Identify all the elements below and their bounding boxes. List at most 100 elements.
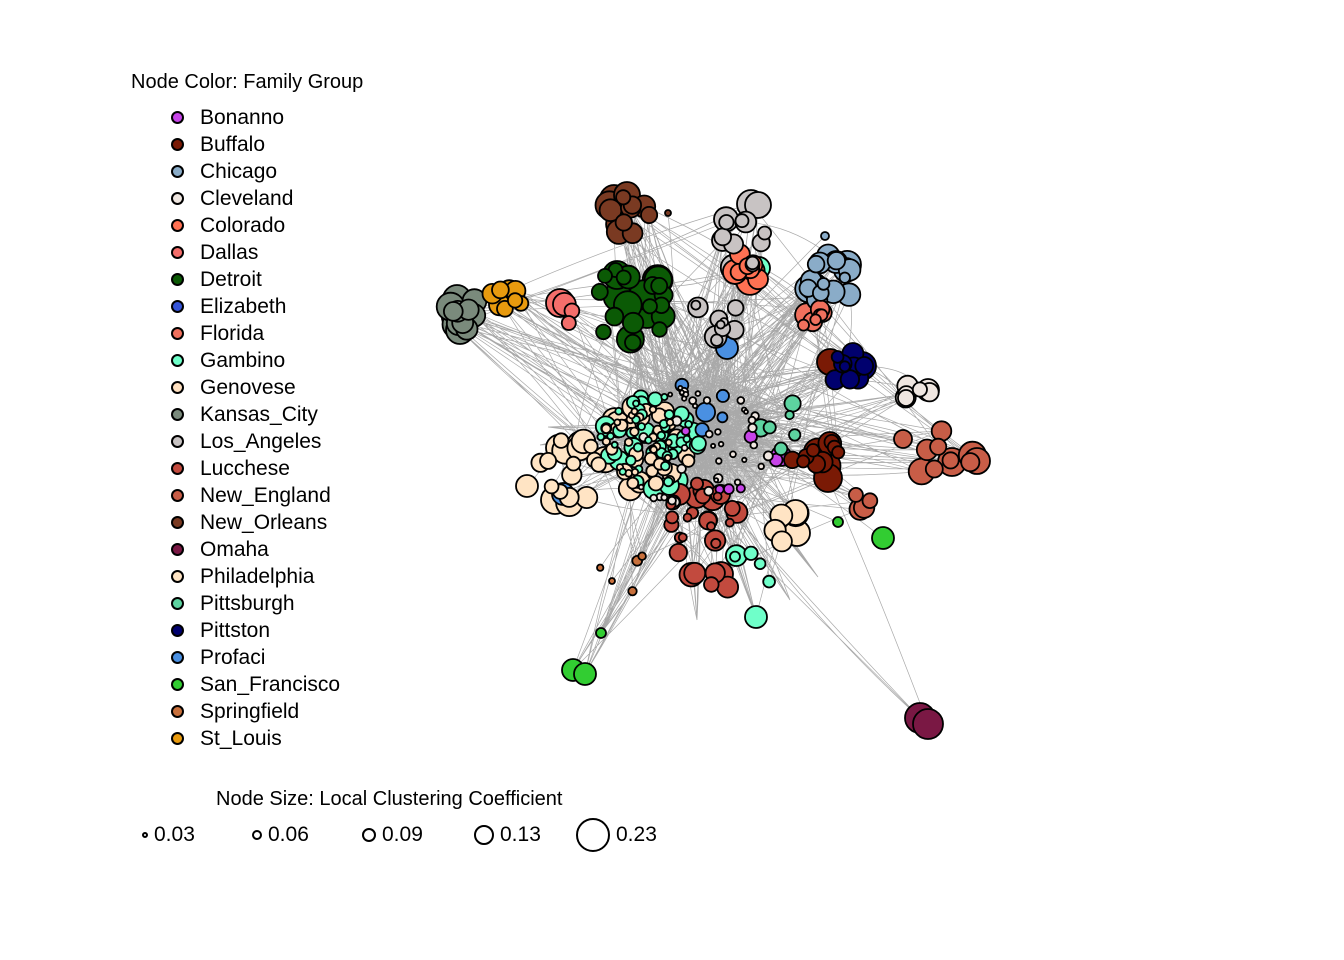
node-cleveland: [678, 389, 685, 396]
node-gambino: [614, 406, 623, 416]
legend-item-chicago: Chicago: [171, 158, 363, 185]
legend-item-profaci: Profaci: [171, 644, 363, 671]
node-genovese: [613, 418, 622, 427]
legend-label: Omaha: [200, 537, 269, 561]
node-genovese: [664, 438, 673, 447]
legend-label: Colorado: [200, 213, 286, 237]
node-buffalo: [805, 443, 821, 458]
node-gambino: [656, 430, 666, 441]
node-gambino: [632, 399, 640, 408]
node-los-angeles: [718, 214, 735, 231]
legend-swatch: [171, 435, 184, 448]
legend-swatch: [171, 381, 184, 394]
legend-swatch: [171, 273, 184, 286]
node-lucchese: [683, 561, 707, 585]
legend-item-detroit: Detroit: [171, 266, 363, 293]
legend-label: Detroit: [200, 267, 262, 291]
node-los-angeles: [745, 255, 760, 271]
node-genovese: [626, 476, 640, 490]
node-new-orleans: [664, 209, 672, 217]
node-gambino: [660, 460, 671, 472]
node-philadelphia: [583, 438, 599, 454]
node-chicago: [816, 277, 831, 291]
node-cleveland: [660, 493, 669, 502]
node-genovese: [601, 436, 611, 447]
node-los-angeles: [744, 191, 772, 219]
node-bonanno: [722, 483, 735, 495]
size-legend-circle: [252, 830, 262, 840]
legend-item-omaha: Omaha: [171, 536, 363, 563]
node-philadelphia: [552, 432, 570, 449]
node-lucchese: [668, 542, 688, 563]
node-los-angeles: [690, 299, 702, 311]
legend-swatch: [171, 597, 184, 610]
size-legend-item: 0.03: [138, 819, 195, 851]
legend-label: Springfield: [200, 699, 300, 723]
node-gambino: [743, 545, 759, 561]
legend-item-los-angeles: Los_Angeles: [171, 428, 363, 455]
node-chicago: [820, 231, 830, 241]
size-legend-circle: [474, 825, 494, 845]
legend-label: Los_Angeles: [200, 429, 322, 453]
legend-swatch: [171, 516, 184, 529]
legend-label: Philadelphia: [200, 564, 315, 588]
legend-item-elizabeth: Elizabeth: [171, 293, 363, 320]
node-genovese: [649, 445, 658, 454]
node-lucchese: [690, 476, 705, 491]
legend-label: Kansas_City: [200, 402, 318, 426]
node-dallas: [560, 315, 577, 331]
node-lucchese: [665, 510, 679, 525]
node-lucchese: [703, 576, 720, 593]
node-pittsburgh: [784, 409, 795, 421]
legend-swatch: [171, 327, 184, 340]
legend-swatch: [171, 192, 184, 205]
node-detroit: [624, 333, 642, 352]
node-cleveland: [637, 483, 645, 491]
node-cleveland: [733, 478, 742, 486]
legend-swatch: [171, 705, 184, 718]
node-cleveland: [897, 389, 915, 407]
node-genovese: [647, 475, 665, 492]
node-cleveland: [649, 493, 658, 503]
node-cleveland: [702, 396, 712, 405]
legend-item-buffalo: Buffalo: [171, 131, 363, 158]
node-chicago: [838, 271, 851, 284]
node-cleveland: [694, 390, 702, 397]
node-genovese: [663, 453, 672, 462]
node-cleveland: [736, 396, 746, 405]
node-los-angeles: [726, 299, 745, 317]
node-philadelphia: [590, 456, 607, 473]
legend-item-lucchese: Lucchese: [171, 455, 363, 482]
size-legend-circle: [576, 818, 610, 852]
legend-label: Elizabeth: [200, 294, 287, 318]
node-cleveland: [676, 463, 687, 475]
node-philadelphia: [543, 478, 560, 495]
node-profaci: [695, 401, 716, 423]
legend-swatch: [171, 300, 184, 313]
node-buffalo: [831, 445, 846, 460]
node-omaha: [912, 708, 944, 740]
size-legend-item: 0.13: [474, 819, 541, 851]
node-los-angeles: [710, 333, 724, 347]
legend-swatch: [171, 111, 184, 124]
legend-swatch: [171, 651, 184, 664]
node-gambino: [753, 557, 767, 570]
node-gambino: [690, 435, 707, 452]
node-genovese: [648, 405, 658, 414]
legend-item-pittston: Pittston: [171, 617, 363, 644]
legend-label: Pittston: [200, 618, 271, 642]
node-cleveland: [741, 456, 748, 463]
node-los-angeles: [713, 227, 732, 247]
legend-label: Pittsburgh: [200, 591, 295, 615]
node-gambino: [637, 422, 646, 431]
legend-item-cleveland: Cleveland: [171, 185, 363, 212]
legend-item-new-orleans: New_Orleans: [171, 509, 363, 536]
node-profaci: [716, 411, 729, 424]
node-detroit: [590, 282, 609, 301]
legend-item-colorado: Colorado: [171, 212, 363, 239]
node-pittsburgh: [783, 394, 802, 413]
node-new-england: [941, 451, 960, 470]
node-cleveland: [703, 485, 714, 497]
node-lucchese: [724, 517, 735, 528]
node-cleveland: [911, 381, 928, 398]
